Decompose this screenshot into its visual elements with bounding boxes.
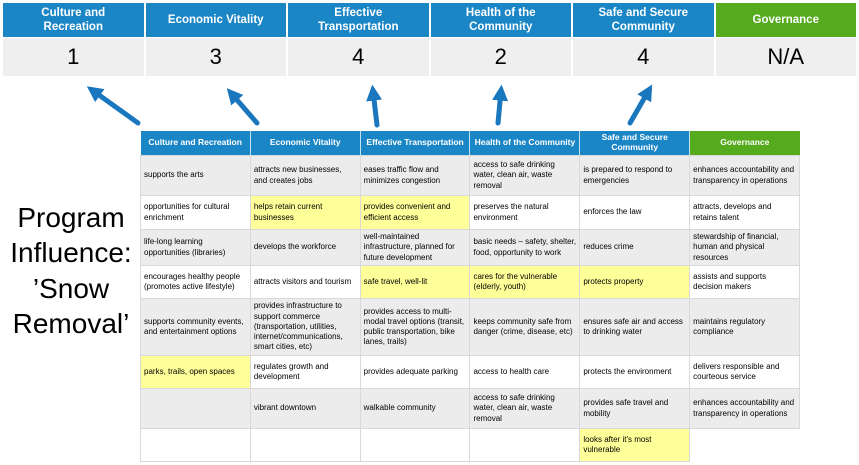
matrix-cell: attracts new businesses, and creates job… [249, 155, 361, 196]
matrix-cell: provides convenient and efficient access [359, 195, 471, 230]
matrix-cell [140, 388, 251, 429]
matrix-cell: delivers responsible and courteous servi… [689, 355, 800, 389]
matrix-cell: encourages healthy people (promotes acti… [140, 265, 251, 299]
banner-cell-governance: Governance [715, 3, 856, 37]
matrix-cell: regulates growth and development [249, 355, 361, 389]
matrix-cell: eases traffic flow and minimizes congest… [359, 155, 471, 196]
matrix-cell: supports community events, and entertain… [140, 298, 251, 356]
matrix-cell: access to safe drinking water, clean air… [469, 155, 581, 196]
banner-cell-health-of-the-community: Health of the Community [430, 3, 571, 37]
influence-matrix: Culture and Recreation Economic Vitality… [140, 131, 800, 462]
matrix-row: supports community events, and entertain… [140, 298, 800, 356]
matrix-row: vibrant downtown walkable community acce… [140, 388, 800, 429]
banner-cell-effective-transportation: Effective Transportation [288, 3, 429, 37]
matrix-cell: helps retain current businesses [249, 195, 361, 230]
matrix-cell [689, 428, 800, 462]
influence-arrow-transportation [366, 84, 383, 128]
matrix-cell: keeps community safe from danger (crime,… [469, 298, 581, 356]
matrix-header-row: Culture and Recreation Economic Vitality… [140, 131, 800, 156]
matrix-cell: provides safe travel and mobility [579, 388, 691, 429]
matrix-cell: develops the workforce [249, 229, 361, 266]
summary-score-row: 1 3 4 2 4 N/A [3, 38, 856, 76]
matrix-cell: cares for the vulnerable (elderly, youth… [469, 265, 581, 299]
banner-cell-safe-and-secure-community: Safe and Secure Community [573, 3, 714, 37]
matrix-cell: well-maintained infrastructure, planned … [359, 229, 471, 266]
matrix-header-transportation: Effective Transportation [360, 131, 471, 156]
influence-arrow-health [492, 84, 509, 126]
matrix-header-economic: Economic Vitality [250, 131, 361, 156]
matrix-cell: protects property [579, 265, 691, 299]
matrix-row: encourages healthy people (promotes acti… [140, 265, 800, 299]
banner-score-health-of-the-community: 2 [430, 38, 571, 76]
matrix-cell: safe travel, well-lit [359, 265, 471, 299]
matrix-cell: access to health care [469, 355, 581, 389]
matrix-cell: ensures safe air and access to drinking … [579, 298, 691, 356]
matrix-cell: life-long learning opportunities (librar… [140, 229, 251, 266]
matrix-cell: provides adequate parking [359, 355, 471, 389]
matrix-cell: enhances accountability and transparency… [689, 155, 800, 196]
matrix-cell [249, 428, 361, 462]
matrix-cell: vibrant downtown [249, 388, 361, 429]
summary-header-row: Culture and Recreation Economic Vitality… [3, 3, 856, 37]
matrix-cell [469, 428, 581, 462]
influence-arrow-economic [226, 88, 260, 126]
matrix-cell: basic needs – safety, shelter, food, opp… [469, 229, 581, 266]
matrix-cell: assists and supports decision makers [689, 265, 800, 299]
program-influence-label: Program Influence: ’Snow Removal’ [10, 202, 132, 339]
matrix-cell: provides infrastructure to support comme… [249, 298, 361, 356]
matrix-cell [359, 428, 471, 462]
matrix-header-governance: Governance [689, 131, 800, 156]
matrix-cell: access to safe drinking water, clean air… [469, 388, 581, 429]
matrix-cell: enhances accountability and transparency… [689, 388, 800, 429]
matrix-cell: attracts, develops and retains talent [689, 195, 800, 230]
matrix-cell [140, 428, 251, 462]
banner-score-culture-and-recreation: 1 [3, 38, 144, 76]
matrix-cell: supports the arts [140, 155, 251, 196]
matrix-cell: walkable community [359, 388, 471, 429]
banner-score-effective-transportation: 4 [288, 38, 429, 76]
matrix-row: looks after it's most vulnerable [140, 428, 800, 462]
matrix-cell: opportunities for cultural enrichment [140, 195, 251, 230]
influence-arrows [86, 84, 653, 128]
matrix-cell: parks, trails, open spaces [140, 355, 251, 389]
matrix-cell: protects the environment [579, 355, 691, 389]
matrix-cell: looks after it's most vulnerable [579, 428, 691, 462]
influence-arrow-culture [86, 86, 141, 126]
matrix-header-safe: Safe and Secure Community [579, 131, 691, 156]
matrix-cell: stewardship of financial, human and phys… [689, 229, 800, 266]
matrix-cell: preserves the natural environment [469, 195, 581, 230]
matrix-cell: is prepared to respond to emergencies [579, 155, 691, 196]
matrix-cell: attracts visitors and tourism [249, 265, 361, 299]
matrix-header-culture: Culture and Recreation [140, 131, 251, 156]
influence-arrow-safe [627, 84, 653, 126]
summary-banner: Culture and Recreation Economic Vitality… [3, 3, 856, 76]
banner-score-safe-and-secure-community: 4 [573, 38, 714, 76]
matrix-cell: reduces crime [579, 229, 691, 266]
matrix-cell: provides access to multi-modal travel op… [359, 298, 471, 356]
matrix-cell: maintains regulatory compliance [689, 298, 800, 356]
matrix-row: supports the arts attracts new businesse… [140, 155, 800, 196]
matrix-cell: enforces the law [579, 195, 691, 230]
matrix-row: life-long learning opportunities (librar… [140, 229, 800, 266]
banner-cell-culture-and-recreation: Culture and Recreation [3, 3, 144, 37]
matrix-header-health: Health of the Community [469, 131, 581, 156]
banner-score-governance: N/A [715, 38, 856, 76]
matrix-row: parks, trails, open spaces regulates gro… [140, 355, 800, 389]
banner-score-economic-vitality: 3 [145, 38, 286, 76]
banner-cell-economic-vitality: Economic Vitality [145, 3, 286, 37]
matrix-row: opportunities for cultural enrichment he… [140, 195, 800, 230]
